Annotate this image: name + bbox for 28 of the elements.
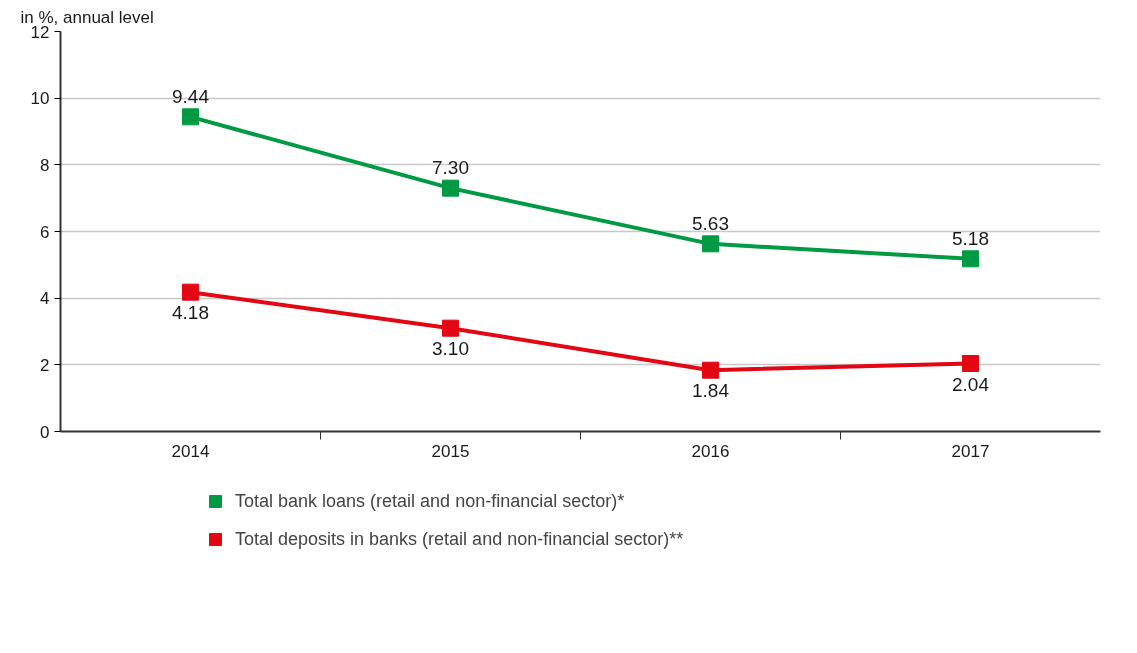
text: 7.30 xyxy=(432,157,469,179)
y-tick-label: 6 xyxy=(40,222,50,242)
text: 1.84 xyxy=(692,380,729,402)
x-tick-label: 2015 xyxy=(431,441,470,461)
y-tick-label: 10 xyxy=(30,89,50,109)
y-tick-label: 2 xyxy=(40,355,50,375)
text: 5.18 xyxy=(952,227,989,249)
text: 9.44 xyxy=(172,85,209,107)
text: 4.18 xyxy=(172,302,209,324)
legend-label: Total bank loans (retail and non-financial sector)* xyxy=(235,490,625,512)
point xyxy=(182,108,199,126)
point xyxy=(962,355,979,372)
point xyxy=(182,283,199,301)
x-tick-label: 2017 xyxy=(951,441,990,461)
y-tick-label: 8 xyxy=(40,155,50,175)
point xyxy=(962,250,979,268)
legend-label: Total deposits in banks (retail and non-financial sector)** xyxy=(235,528,684,550)
point xyxy=(702,235,719,253)
text: 2.04 xyxy=(952,373,989,395)
x-tick-label: 2016 xyxy=(691,441,730,461)
text: 3.10 xyxy=(432,338,469,360)
text: 5.63 xyxy=(692,212,729,234)
y-tick-label: 0 xyxy=(40,422,50,442)
x-tick-label: 2014 xyxy=(171,441,210,461)
y-tick-label: 4 xyxy=(40,289,50,309)
point xyxy=(442,179,459,197)
point xyxy=(442,319,459,337)
point xyxy=(702,361,719,379)
